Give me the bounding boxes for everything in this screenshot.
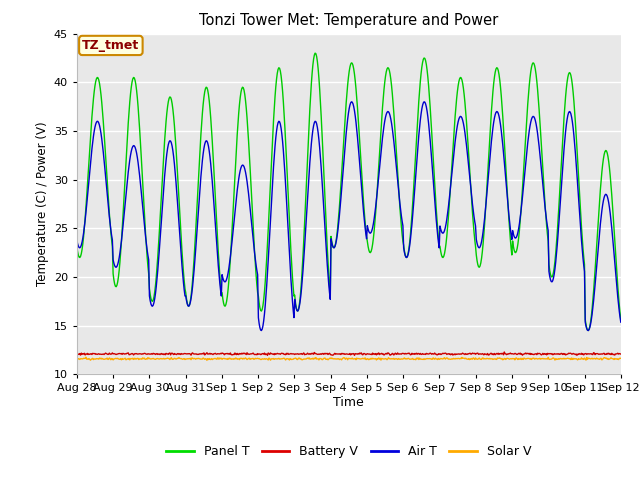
Battery V	[416, 351, 424, 357]
X-axis label: Time: Time	[333, 396, 364, 409]
Panel T	[431, 194, 439, 200]
Air T	[194, 215, 202, 221]
Panel T	[617, 317, 625, 323]
Battery V	[223, 351, 230, 357]
Battery V	[264, 352, 271, 358]
Panel T	[416, 88, 424, 94]
Panel T	[194, 187, 202, 192]
Legend: Panel T, Battery V, Air T, Solar V: Panel T, Battery V, Air T, Solar V	[161, 440, 536, 463]
Air T	[617, 319, 625, 325]
Panel T	[311, 50, 319, 56]
Title: Tonzi Tower Met: Temperature and Power: Tonzi Tower Met: Temperature and Power	[199, 13, 499, 28]
Battery V	[83, 351, 90, 357]
Solar V	[140, 356, 147, 361]
Air T	[348, 99, 355, 105]
Y-axis label: Temperature (C) / Power (V): Temperature (C) / Power (V)	[36, 122, 49, 286]
Solar V	[617, 356, 625, 361]
Solar V	[84, 356, 92, 362]
Line: Solar V: Solar V	[77, 357, 621, 360]
Panel T	[83, 194, 90, 200]
Solar V	[433, 356, 440, 362]
Solar V	[203, 358, 211, 363]
Solar V	[417, 356, 424, 362]
Battery V	[73, 350, 81, 356]
Air T	[416, 125, 424, 131]
Text: TZ_tmet: TZ_tmet	[82, 39, 140, 52]
Battery V	[139, 351, 147, 357]
Air T	[139, 204, 147, 209]
Battery V	[431, 351, 439, 357]
Line: Air T: Air T	[77, 102, 621, 331]
Line: Battery V: Battery V	[77, 352, 621, 355]
Air T	[83, 203, 90, 208]
Line: Panel T: Panel T	[77, 53, 621, 331]
Battery V	[500, 349, 508, 355]
Air T	[223, 276, 230, 282]
Solar V	[82, 354, 90, 360]
Air T	[431, 207, 439, 213]
Air T	[584, 328, 592, 334]
Panel T	[73, 243, 81, 249]
Battery V	[617, 351, 625, 357]
Panel T	[584, 328, 592, 334]
Solar V	[195, 355, 202, 361]
Battery V	[194, 351, 202, 357]
Panel T	[139, 179, 147, 185]
Panel T	[223, 299, 230, 304]
Air T	[73, 237, 81, 243]
Solar V	[73, 357, 81, 363]
Solar V	[224, 356, 232, 361]
